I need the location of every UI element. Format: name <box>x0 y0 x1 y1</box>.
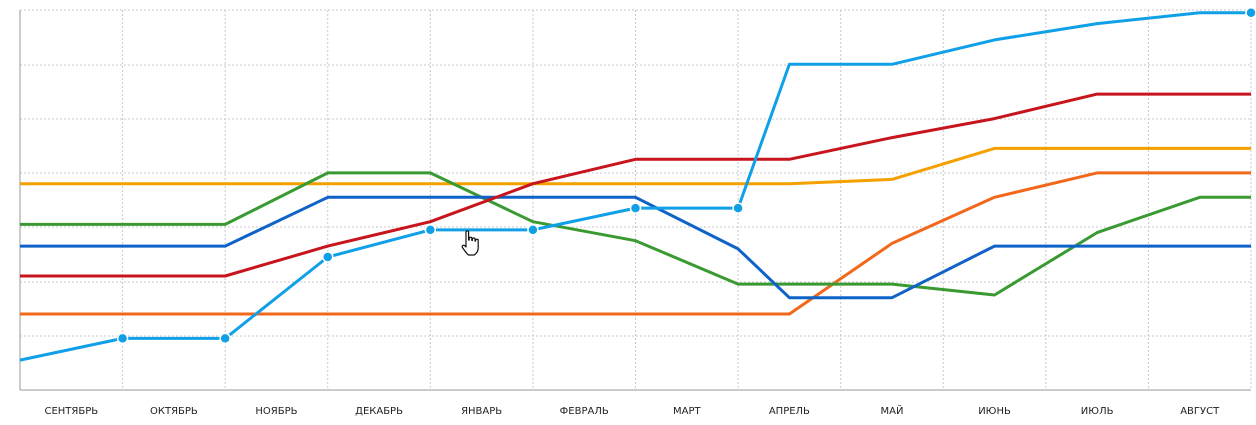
data-point <box>629 202 642 214</box>
grid <box>19 9 1252 391</box>
hand-pointer-icon <box>461 230 479 256</box>
x-tick-label: ИЮЛЬ <box>1081 406 1114 417</box>
x-tick-label: МАЙ <box>880 404 903 417</box>
x-tick-label: АВГУСТ <box>1180 406 1220 417</box>
x-tick-label: МАРТ <box>673 406 701 417</box>
x-tick-label: ДЕКАБРЬ <box>355 406 403 417</box>
x-tick-label: СЕНТЯБРЬ <box>44 406 98 417</box>
data-point <box>1245 6 1256 19</box>
data-point <box>219 332 231 345</box>
x-tick-label: НОЯБРЬ <box>255 406 297 417</box>
data-point <box>732 202 744 214</box>
x-axis-labels: СЕНТЯБРЬ ОКТЯБРЬ НОЯБРЬ ДЕКАБРЬ ЯНВАРЬ ФЕВРАЛ… <box>44 404 1220 417</box>
x-tick-label: ИЮНЬ <box>978 406 1011 417</box>
series-group <box>19 11 1251 362</box>
series-line-0 <box>20 146 1251 186</box>
series-line-5 <box>19 11 1251 362</box>
data-point <box>424 224 437 236</box>
x-tick-label: ФЕВРАЛЬ <box>560 406 609 417</box>
data-point <box>116 332 129 345</box>
x-tick-label: ЯНВАРЬ <box>461 406 502 417</box>
points-group <box>116 6 1256 345</box>
series-line-4 <box>20 92 1251 278</box>
series-line-1 <box>20 171 1251 316</box>
data-point <box>322 251 334 263</box>
x-tick-label: АПРЕЛЬ <box>769 406 810 417</box>
series-line-3 <box>20 195 1251 300</box>
x-tick-label: ОКТЯБРЬ <box>150 406 198 417</box>
data-point <box>527 224 539 236</box>
series-line-2 <box>20 171 1251 297</box>
